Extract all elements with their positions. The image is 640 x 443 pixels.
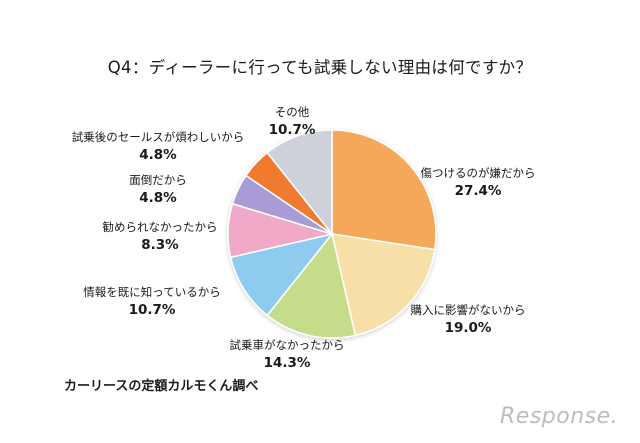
pie-slice — [331, 129, 437, 251]
pie-slice — [266, 129, 333, 237]
slice-value-label: 8.3% — [141, 237, 179, 253]
slice-value-label: 4.8% — [139, 147, 177, 163]
slice-label: 購入に影響がないから — [411, 303, 526, 317]
slice-label: 試乗後のセールスが煩わしいから — [72, 130, 245, 144]
slice-label: 傷つけるのが嫌だから — [421, 166, 536, 180]
source-note: カーリースの定額カルモくん調べ — [64, 379, 259, 394]
slice-label: 試乗車がなかったから — [230, 338, 345, 352]
slice-value-label: 14.3% — [264, 355, 311, 371]
pie-slice — [229, 232, 334, 317]
slice-label: その他 — [275, 105, 310, 119]
slice-value-label: 10.7% — [129, 302, 176, 318]
slice-value-label: 4.8% — [139, 190, 177, 206]
slice-value-label: 10.7% — [269, 122, 316, 138]
slice-label: 面倒だから — [129, 173, 187, 187]
slice-label: 情報を既に知っているから — [83, 285, 220, 299]
pie-slice — [331, 233, 436, 337]
chart-title: Q4：ディーラーに行っても試乗しない理由は何ですか？ — [107, 58, 533, 77]
pie-slice — [266, 232, 357, 339]
slice-value-label: 27.4% — [455, 183, 502, 199]
slice-value-label: 19.0% — [445, 320, 492, 336]
watermark-logo: Response. — [500, 404, 619, 429]
slice-label: 勧められなかったから — [103, 220, 218, 234]
